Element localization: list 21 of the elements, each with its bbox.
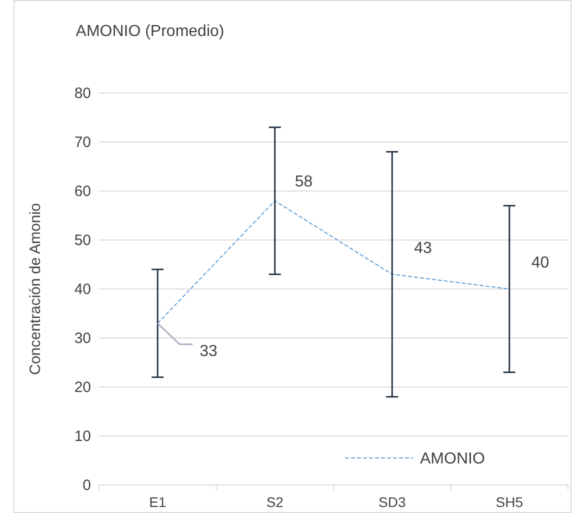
y-axis-title: Concentración de Amonio bbox=[27, 203, 44, 375]
data-label: 43 bbox=[414, 240, 432, 257]
y-tick-label: 30 bbox=[74, 330, 91, 347]
y-tick-label: 60 bbox=[74, 182, 91, 200]
data-label: 33 bbox=[200, 342, 218, 360]
x-tick-label: SH5 bbox=[496, 494, 524, 510]
data-label: 40 bbox=[531, 254, 550, 272]
y-tick-label: 10 bbox=[74, 428, 91, 445]
y-tick-label: 40 bbox=[74, 280, 91, 298]
line-series bbox=[157, 200, 510, 324]
y-tick-label: 80 bbox=[74, 84, 91, 102]
x-tick-label: SD3 bbox=[378, 494, 406, 510]
chart-title: AMONIO (Promedio) bbox=[76, 23, 224, 40]
y-tick-label: 70 bbox=[74, 134, 91, 151]
y-tick-label: 20 bbox=[74, 378, 91, 396]
y-tick-label: 0 bbox=[82, 476, 91, 494]
legend-label: AMONIO bbox=[420, 450, 485, 468]
y-tick-label: 50 bbox=[74, 232, 91, 249]
x-tick-label: E1 bbox=[149, 494, 166, 510]
data-label: 58 bbox=[294, 173, 313, 190]
x-tick-label: S2 bbox=[266, 494, 284, 510]
